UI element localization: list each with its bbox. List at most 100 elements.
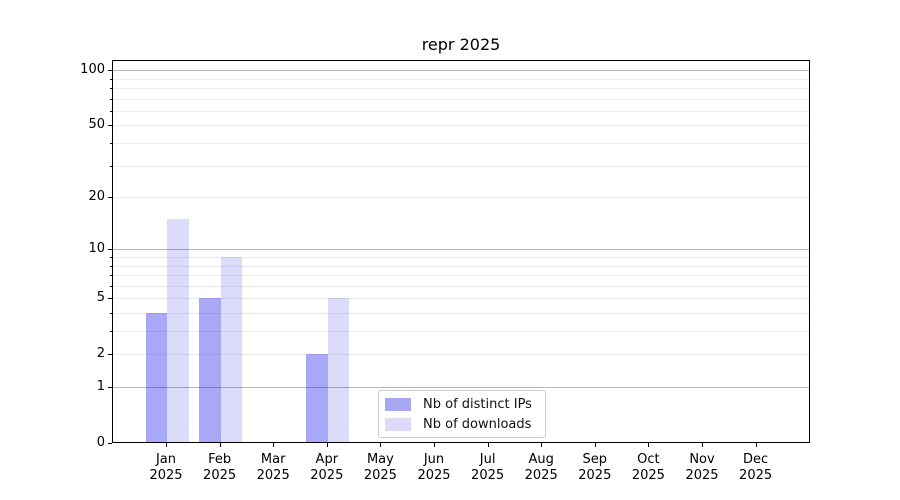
legend-item-downloads: Nb of downloads (385, 417, 545, 432)
x-tick-year: 2025 (739, 468, 773, 483)
bar-distinct-ips-jan (145, 313, 167, 442)
x-tick-month: Jan (155, 452, 177, 467)
x-tick-year: 2025 (631, 468, 665, 483)
y-tick (108, 387, 112, 388)
bar-distinct-ips-apr (306, 354, 328, 442)
gridline-minor (113, 354, 809, 356)
gridline-minor (113, 331, 809, 333)
y-tick-label: 100 (80, 62, 105, 78)
y-tick-minor (110, 312, 112, 314)
y-tick-minor (110, 165, 112, 167)
y-tick-minor (110, 257, 112, 258)
y-tick-label: 50 (88, 117, 105, 133)
gridline-minor (113, 257, 809, 258)
x-tick-month: Oct (637, 452, 660, 467)
y-tick-minor (110, 285, 112, 287)
y-tick-minor (110, 354, 112, 356)
y-tick-minor (110, 143, 112, 145)
gridline-minor (113, 88, 809, 90)
x-tick (166, 443, 167, 447)
x-tick-month: Sep (582, 452, 608, 467)
gridline-major (113, 70, 809, 72)
y-tick (108, 70, 112, 72)
gridline-minor (113, 275, 809, 277)
x-tick-label: Mar 2025 (241, 452, 305, 484)
gridline-major (113, 249, 809, 251)
x-tick-month: Apr (315, 452, 339, 467)
y-tick-label: 10 (88, 241, 105, 257)
y-tick-minor (110, 275, 112, 277)
x-tick-year: 2025 (685, 468, 719, 483)
gridline-minor (113, 125, 809, 127)
x-tick-label: Jan 2025 (134, 452, 198, 484)
x-tick (487, 443, 489, 447)
y-tick-minor (110, 331, 112, 333)
x-tick-month: Jul (479, 452, 496, 467)
gridline-minor (113, 165, 809, 167)
gridline-minor (113, 312, 809, 314)
legend-label-downloads: Nb of downloads (423, 416, 532, 432)
x-tick (594, 443, 596, 447)
x-tick-label: Jul 2025 (456, 452, 520, 484)
y-tick-label: 2 (96, 346, 105, 362)
gridline-minor (113, 143, 809, 145)
y-tick-minor (110, 298, 112, 300)
x-tick-label: Sep 2025 (563, 452, 627, 484)
y-tick-minor (110, 265, 112, 267)
gridline-minor (113, 110, 809, 112)
y-tick-label: 1 (96, 379, 105, 394)
gridline-minor (113, 298, 809, 300)
x-tick-year: 2025 (578, 468, 612, 483)
y-tick-minor (110, 88, 112, 90)
y-tick-minor (110, 197, 112, 199)
x-tick-label: Oct 2025 (616, 452, 680, 484)
x-tick-month: May (366, 452, 394, 467)
y-tick-minor (110, 98, 112, 100)
gridline-minor (113, 78, 809, 80)
x-tick (219, 443, 221, 447)
y-tick-minor (110, 78, 112, 80)
legend-swatch-downloads-icon (385, 417, 411, 431)
y-tick-label: 20 (88, 189, 105, 205)
chart-title: repr 2025 (421, 35, 501, 54)
x-tick-year: 2025 (256, 468, 290, 483)
x-tick (541, 443, 543, 447)
x-tick-month: Mar (260, 452, 286, 467)
x-tick-year: 2025 (417, 468, 451, 483)
x-tick-label: May 2025 (348, 452, 412, 484)
y-tick (108, 249, 112, 251)
legend-label-distinct-ips: Nb of distinct IPs (423, 396, 532, 412)
x-tick-month: Dec (743, 452, 769, 467)
x-tick-year: 2025 (203, 468, 237, 483)
x-tick (273, 443, 275, 447)
x-tick-month: Aug (528, 452, 554, 467)
gridline-minor (113, 265, 809, 267)
x-tick (702, 443, 703, 447)
x-tick-year: 2025 (524, 468, 558, 483)
y-tick (108, 443, 112, 444)
bar-downloads-apr (327, 298, 350, 442)
legend: Nb of distinct IPs Nb of downloads (378, 390, 546, 438)
gridline-minor (113, 98, 809, 100)
y-tick-minor (110, 110, 112, 112)
x-tick-year: 2025 (310, 468, 344, 483)
x-tick-label: Feb 2025 (188, 452, 252, 484)
legend-item-distinct-ips: Nb of distinct IPs (385, 397, 545, 412)
x-tick (434, 443, 435, 447)
gridline-major (113, 387, 809, 388)
x-tick-year: 2025 (149, 468, 183, 483)
x-tick-label: Aug 2025 (509, 452, 573, 484)
x-tick (755, 443, 757, 447)
x-tick-label: Jun 2025 (402, 452, 466, 484)
x-tick-year: 2025 (471, 468, 505, 483)
y-tick-minor (110, 125, 112, 127)
x-tick (380, 443, 382, 447)
x-tick-label: Dec 2025 (724, 452, 788, 484)
gridline-minor (113, 197, 809, 199)
bar-distinct-ips-feb (199, 298, 221, 442)
gridline-minor (113, 285, 809, 287)
x-tick (326, 443, 328, 447)
x-tick-month: Jun (423, 452, 445, 467)
x-tick-label: Nov 2025 (670, 452, 734, 484)
